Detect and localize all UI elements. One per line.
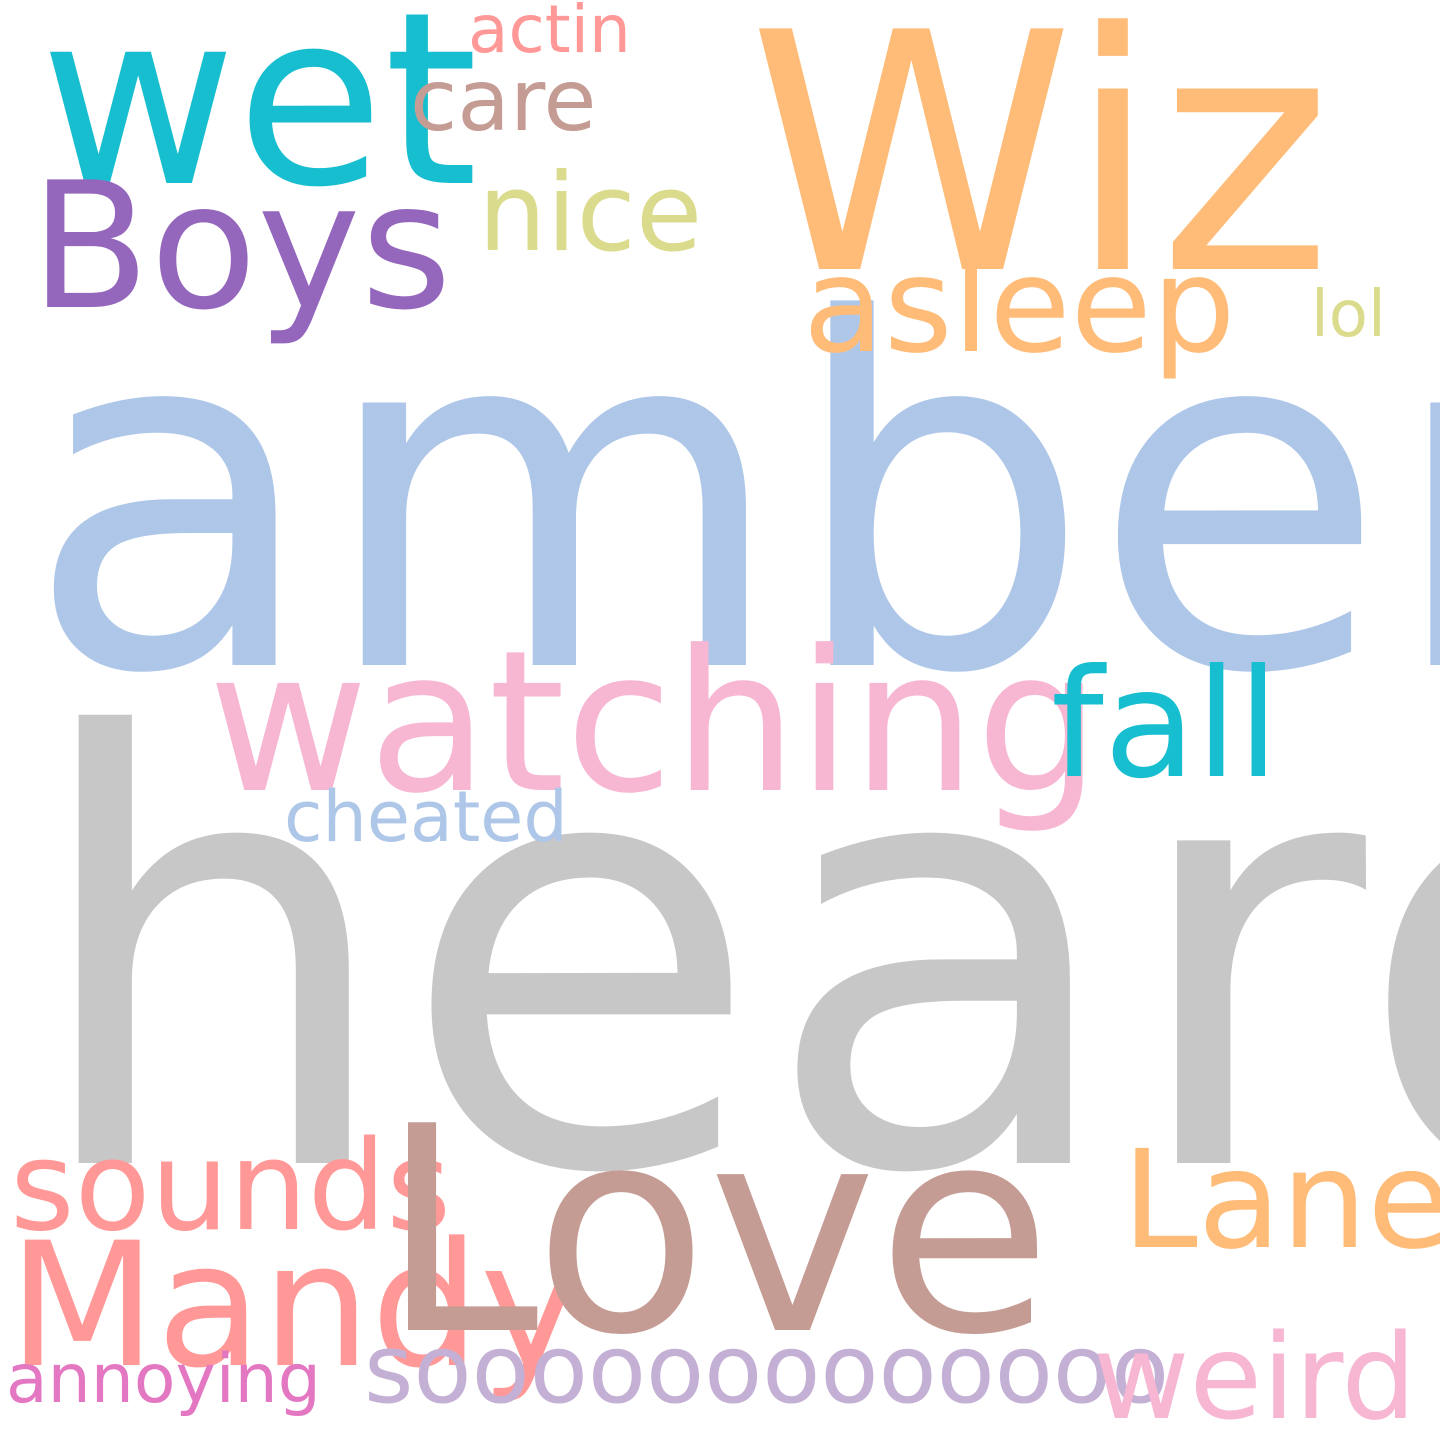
- word-wet: wet: [40, 0, 479, 240]
- word-fall: fall: [1051, 638, 1280, 812]
- word-sooooooooooooo: sooooooooooooo: [364, 1315, 1170, 1425]
- word-love: Love: [380, 1066, 1053, 1398]
- word-watching: watching: [208, 609, 1101, 837]
- word-wiz: Wiz: [748, 0, 1332, 347]
- word-amber: amber: [25, 220, 1440, 779]
- word-sounds: sounds: [10, 1115, 451, 1259]
- word-weird: weird: [1093, 1308, 1417, 1440]
- word-actin: actin: [468, 0, 631, 68]
- word-mandy: Mandy: [8, 1205, 582, 1406]
- word-heard: heard: [25, 616, 1440, 1303]
- word-care: care: [410, 51, 597, 151]
- word-asleep: asleep: [803, 229, 1236, 383]
- word-annoying: annoying: [6, 1340, 321, 1419]
- word-lol: lol: [1311, 278, 1386, 352]
- word-nice: nice: [478, 151, 703, 276]
- word-lane: Lane: [1122, 1122, 1440, 1280]
- word-cheated: cheated: [284, 776, 568, 858]
- word-boys: Boys: [30, 146, 452, 349]
